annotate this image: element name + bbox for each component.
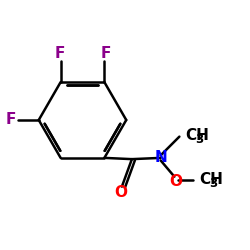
Text: CH: CH: [186, 128, 210, 143]
Text: F: F: [5, 112, 16, 128]
Text: F: F: [100, 46, 111, 61]
Text: O: O: [114, 186, 127, 200]
Text: 3: 3: [196, 133, 204, 146]
Text: N: N: [154, 150, 167, 166]
Text: O: O: [169, 174, 182, 189]
Text: CH: CH: [200, 172, 223, 187]
Text: F: F: [54, 46, 64, 61]
Text: 3: 3: [210, 178, 218, 190]
